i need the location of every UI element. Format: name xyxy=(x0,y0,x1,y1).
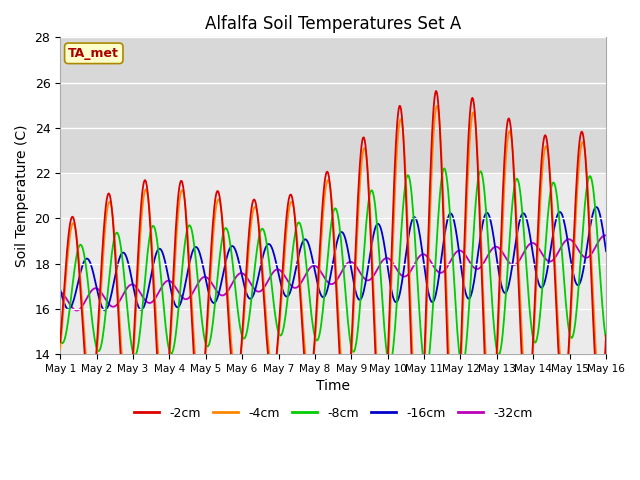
X-axis label: Time: Time xyxy=(316,379,350,394)
Title: Alfalfa Soil Temperatures Set A: Alfalfa Soil Temperatures Set A xyxy=(205,15,461,33)
Bar xyxy=(60,37,606,173)
Legend: -2cm, -4cm, -8cm, -16cm, -32cm: -2cm, -4cm, -8cm, -16cm, -32cm xyxy=(129,402,538,424)
Y-axis label: Soil Temperature (C): Soil Temperature (C) xyxy=(15,124,29,267)
Text: TA_met: TA_met xyxy=(68,47,119,60)
